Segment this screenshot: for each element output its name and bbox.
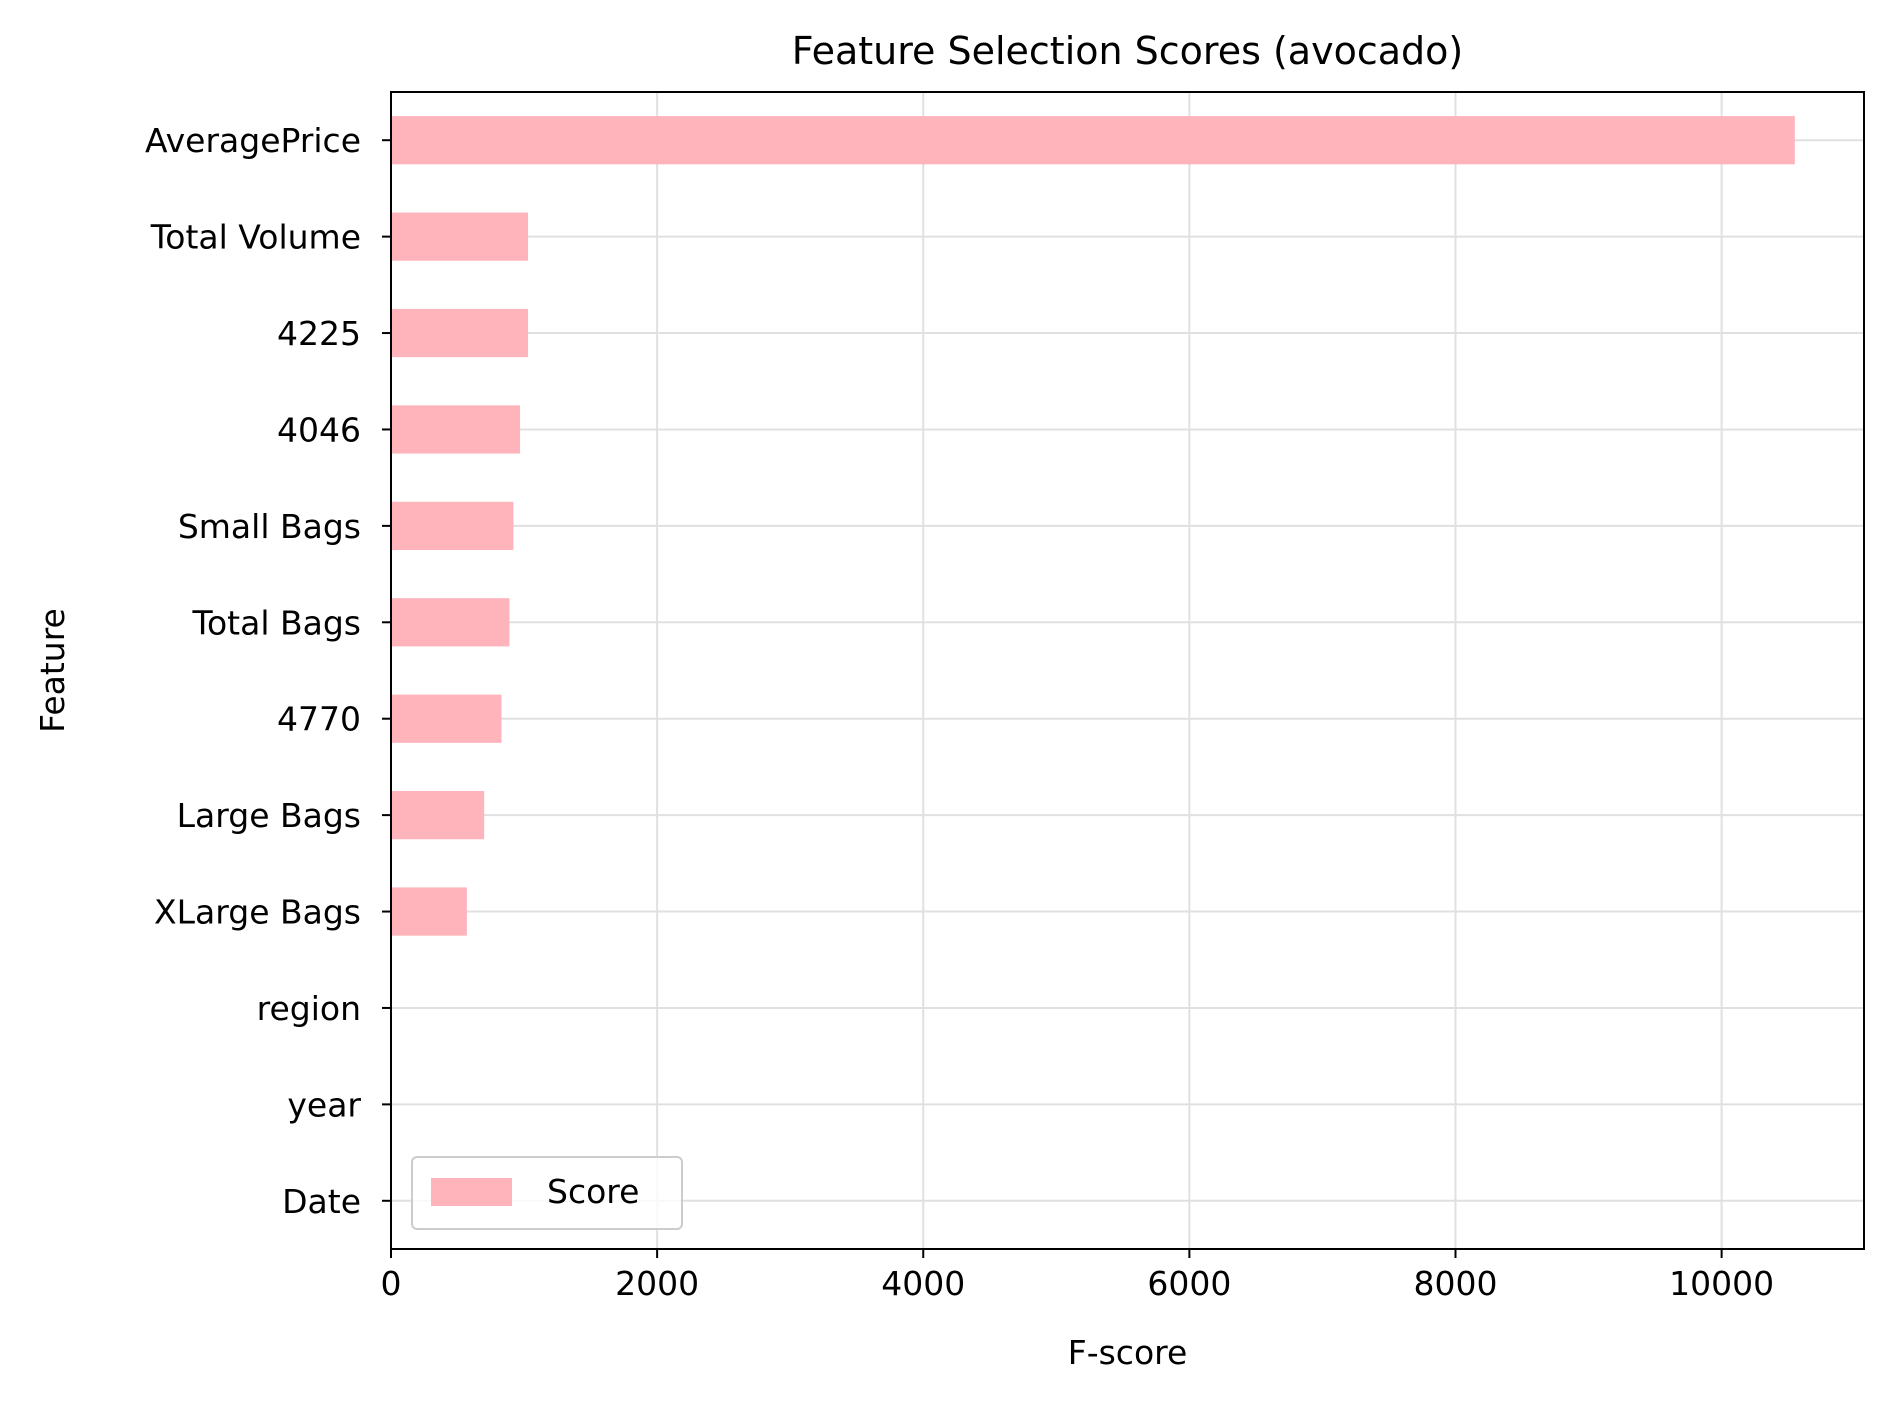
bar <box>391 405 521 454</box>
x-tick-label: 8000 <box>1414 1264 1498 1303</box>
y-tick-label: Large Bags <box>177 796 361 835</box>
x-tick-label: 10000 <box>1669 1264 1774 1303</box>
y-axis-label: Feature <box>33 608 72 733</box>
y-tick-label: year <box>287 1085 361 1124</box>
bar <box>391 212 529 261</box>
y-axis-ticks: AveragePrice Total Volume 4225 4046 Small Ba… <box>145 121 391 1221</box>
x-tick-label: 4000 <box>881 1264 965 1303</box>
plot-frame <box>390 91 1865 1250</box>
y-tick-label: XLarge Bags <box>154 893 361 932</box>
x-tick-label: 2000 <box>615 1264 699 1303</box>
x-axis-label: F-score <box>1068 1333 1188 1372</box>
bar <box>391 116 1795 165</box>
bars-layer <box>391 116 1795 936</box>
bar <box>391 308 529 358</box>
y-tick-label: 4225 <box>277 314 361 353</box>
y-tick-label: AveragePrice <box>145 121 361 160</box>
y-tick-label: region <box>257 989 361 1028</box>
legend: Score <box>411 1156 683 1230</box>
bar <box>391 791 485 840</box>
chart-title: Feature Selection Scores (avocado) <box>792 29 1463 73</box>
y-tick-label: Total Bags <box>191 603 361 642</box>
bar <box>391 887 467 936</box>
y-tick-label: Small Bags <box>178 507 361 546</box>
y-tick-label: Total Volume <box>150 218 361 257</box>
x-tick-label: 6000 <box>1147 1264 1231 1303</box>
bar <box>391 694 502 743</box>
y-tick-label: 4046 <box>277 410 361 449</box>
y-tick-label: Date <box>282 1182 361 1221</box>
x-axis-ticks: 0 2000 4000 6000 8000 10000 <box>381 1249 1774 1303</box>
legend-swatch <box>431 1178 512 1206</box>
bar <box>391 501 514 550</box>
grid-layer <box>390 92 1864 1249</box>
legend-label-score: Score <box>547 1172 639 1211</box>
x-tick-label: 0 <box>381 1264 402 1303</box>
bar <box>391 598 510 647</box>
y-tick-label: 4770 <box>277 700 361 739</box>
legend-box <box>411 1156 683 1230</box>
